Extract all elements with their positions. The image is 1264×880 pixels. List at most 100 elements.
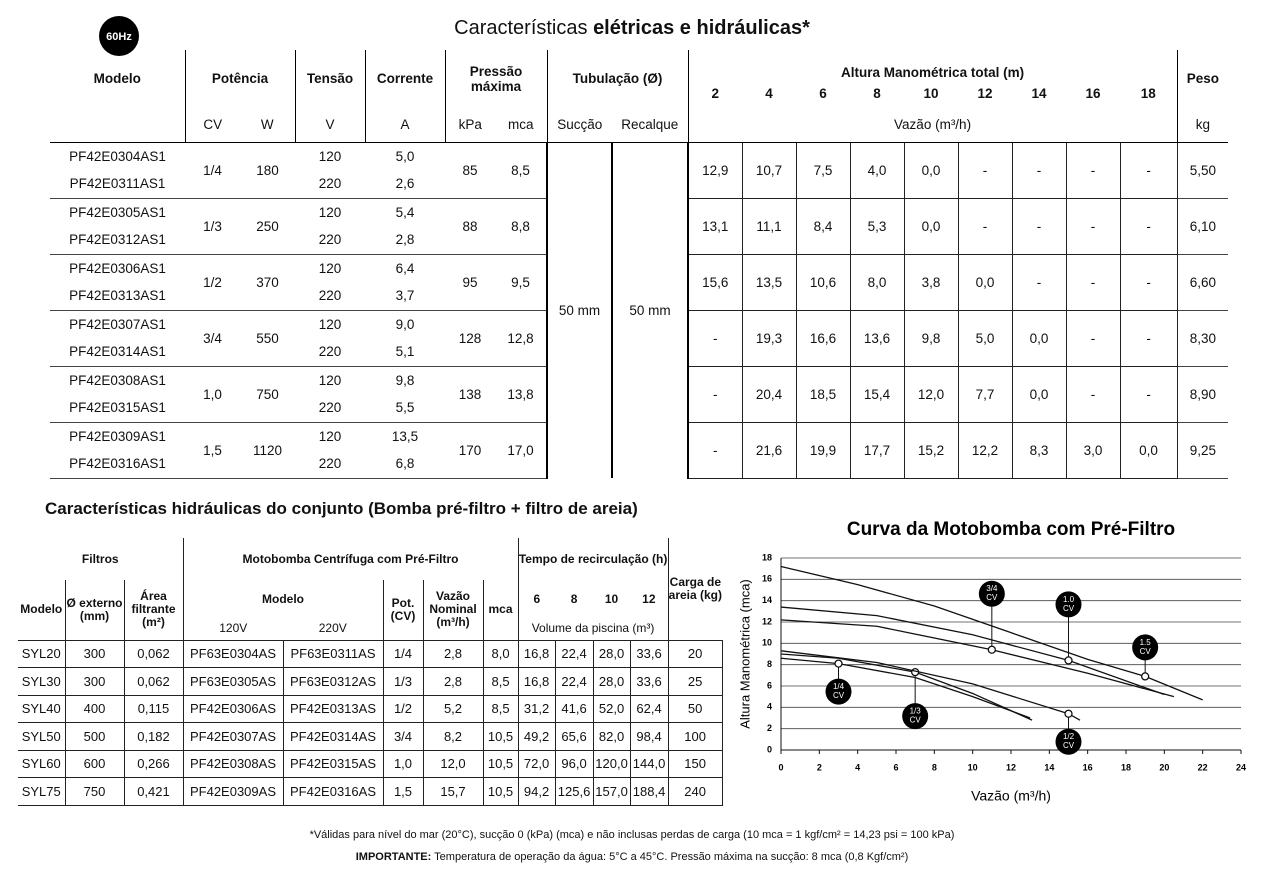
series-label: 1.0 CV xyxy=(1063,595,1075,613)
flow-cell: 12,2 xyxy=(957,421,1013,479)
header-cell: mca xyxy=(483,580,519,640)
title-normal: Características xyxy=(454,17,588,39)
y-tick-label: 0 xyxy=(767,744,772,754)
flow-cell: 15,4 xyxy=(849,365,905,423)
discharge-cell: 50 mm xyxy=(611,142,690,478)
table-row: PF42E0315AS1 220 5,5 xyxy=(50,394,1228,423)
flow-cell: 7,5 xyxy=(795,141,851,199)
header-cell: Volume da piscina (m³) xyxy=(518,618,669,640)
flow-cell: 13,1 xyxy=(687,197,743,255)
data-cell: 300 xyxy=(64,639,125,668)
header-cell: Filtros xyxy=(18,538,184,580)
flow-cell: 15,6 xyxy=(687,253,743,311)
table-row: PF42E0311AS1 220 2,6 xyxy=(50,170,1228,199)
model-cell: PF42E0306AS1 xyxy=(69,260,166,276)
data-cell: 750 xyxy=(64,777,125,806)
data-cell: 1/2 xyxy=(382,694,424,723)
flow-cell: 8,4 xyxy=(795,197,851,255)
suction-cell: 50 mm xyxy=(546,142,614,478)
unit-cell: Recalque xyxy=(612,107,689,143)
flow-cell: 3,8 xyxy=(903,253,959,311)
data-cell: 0,062 xyxy=(123,639,184,668)
series-label: 1/3 CV xyxy=(910,707,922,725)
data-cell: 62,4 xyxy=(629,694,669,723)
w-cell: 370 xyxy=(240,254,295,311)
table-row: PF42E0305AS1 1/3 250 120 5,4 88 8,8 13,1 11,1 8,4… xyxy=(50,197,1229,255)
voltage-cell: 220 xyxy=(295,394,365,423)
current-cell: 5,0 xyxy=(395,148,415,164)
data-cell: PF42E0307AS xyxy=(182,722,284,751)
y-tick-label: 16 xyxy=(762,574,772,584)
data-cell: 144,0 xyxy=(629,749,669,778)
header-cell: Tensão xyxy=(295,50,366,107)
curve-marker xyxy=(987,645,996,654)
model-cell: PF42E0304AS1 xyxy=(69,148,166,164)
mca-cell: 8,5 xyxy=(495,142,548,199)
height-header: 12 xyxy=(977,86,993,101)
hour-header: 12 xyxy=(630,580,669,618)
unit-cell: W xyxy=(240,107,296,143)
data-cell: 400 xyxy=(64,694,125,723)
height-header: 18 xyxy=(1120,80,1178,107)
y-tick-label: 14 xyxy=(762,595,772,605)
label-line: CV xyxy=(986,593,998,602)
model-cell: PF42E0315AS1 xyxy=(50,394,185,423)
current-cell: 5,5 xyxy=(365,394,445,423)
header-cell: Modelo xyxy=(183,580,384,618)
weight-cell: 8,30 xyxy=(1177,310,1229,367)
current-cell: 6,8 xyxy=(365,450,445,479)
current-cell: 13,5 xyxy=(391,428,419,444)
flow-cell: 12,0 xyxy=(903,365,959,423)
header-cell: Potência xyxy=(185,50,296,107)
current-cell: 5,1 xyxy=(365,338,445,367)
data-cell: SYL30 xyxy=(18,667,66,696)
data-cell: PF63E0311AS xyxy=(282,639,384,668)
flow-cell: 0,0 xyxy=(903,197,959,255)
height-header: 6 xyxy=(819,86,827,101)
data-cell: 600 xyxy=(64,749,125,778)
table-row: Filtros Motobomba Centrífuga com Pré-Filt… xyxy=(18,538,722,601)
voltage-cell: 220 xyxy=(295,338,365,367)
flow-cell: 20,4 xyxy=(741,365,797,423)
unit-cell: mca xyxy=(495,107,548,143)
flow-cell: - xyxy=(687,365,743,423)
kpa-cell: 85 xyxy=(445,142,495,199)
y-tick-label: 2 xyxy=(767,723,772,733)
table-row: SYL75 750 0,421 PF42E0309AS PF42E0316AS 1,5 15… xyxy=(18,777,723,806)
data-cell: 0,421 xyxy=(123,777,184,806)
voltage-cell: 120 xyxy=(318,148,342,164)
y-tick-label: 12 xyxy=(762,616,772,626)
data-cell: 8,2 xyxy=(422,722,484,751)
data-cell: 150 xyxy=(667,749,723,778)
w-cell: 1120 xyxy=(240,422,295,479)
voltage-cell: 220 xyxy=(295,450,365,479)
kpa-cell: 138 xyxy=(445,366,495,423)
voltage-cell: 220 xyxy=(295,282,365,311)
data-cell: 8,5 xyxy=(482,667,519,696)
flow-cell: - xyxy=(1011,197,1067,255)
chart-title: Curva da Motobomba com Pré-Filtro xyxy=(847,519,1175,540)
voltage-cell: 220 xyxy=(295,170,365,199)
cv-cell: 1,5 xyxy=(185,422,240,479)
label-line: CV xyxy=(1140,647,1152,656)
data-cell: 240 xyxy=(667,777,723,806)
data-cell: 8,5 xyxy=(482,694,519,723)
cv-cell: 1,0 xyxy=(185,366,240,423)
flow-cell: - xyxy=(1119,309,1178,367)
current-cell: 5,4 xyxy=(395,204,415,220)
label-line: CV xyxy=(833,691,845,700)
series-label: 1.5 CV xyxy=(1140,638,1152,656)
table-row: PF42E0304AS1 1/4 180 120 5,0 85 8,5 50 mm 50 mm 1… xyxy=(50,141,1229,478)
x-tick-label: 10 xyxy=(968,762,978,772)
model-cell: PF42E0308AS1 xyxy=(69,372,166,388)
flow-cell: 10,7 xyxy=(741,141,797,199)
current-cell: 6,4 xyxy=(395,260,415,276)
cv-cell: 1/2 xyxy=(185,254,240,311)
flow-cell: 5,3 xyxy=(849,197,905,255)
data-cell: 50 xyxy=(667,694,723,723)
badge-circle xyxy=(99,16,139,56)
current-cell: 3,7 xyxy=(365,282,445,311)
data-cell: 10,5 xyxy=(482,777,519,806)
header-cell: Área filtrante (m²) xyxy=(124,580,184,640)
